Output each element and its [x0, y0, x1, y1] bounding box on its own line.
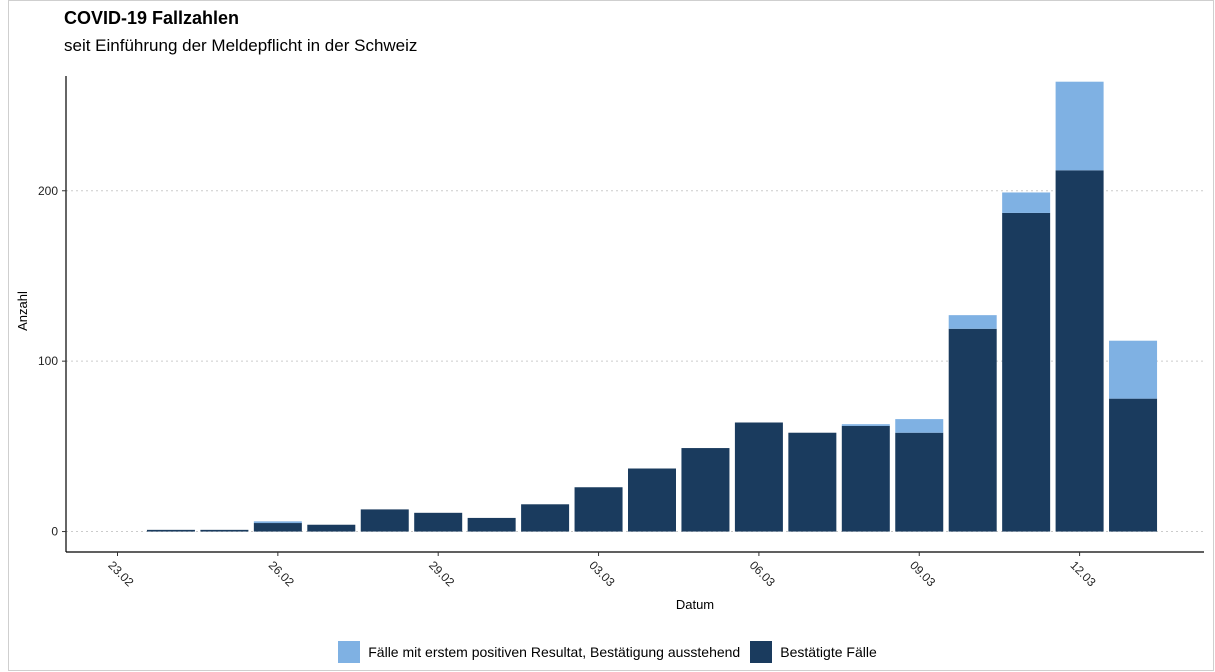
y-tick-label: 100	[38, 354, 58, 368]
y-tick-label: 200	[38, 184, 58, 198]
bar-pending-26.02	[253, 521, 302, 524]
legend-label-confirmed: Bestätigte Fälle	[780, 644, 877, 660]
bar-confirmed-02.03	[521, 504, 570, 532]
x-tick-label: 06.03	[747, 558, 778, 589]
bar-confirmed-07.03	[788, 432, 837, 532]
axis-layer	[65, 76, 1204, 553]
chart-plot: 0 100 200 23.02 26.02 29.02 03.03 06.03 09.03 12…	[15, 76, 1204, 612]
legend-swatch-confirmed	[750, 641, 773, 663]
bar-confirmed-24.02	[146, 529, 195, 532]
bar-pending-09.03	[895, 419, 944, 433]
bar-confirmed-01.03	[467, 517, 516, 532]
x-tick-label: 12.03	[1067, 558, 1098, 589]
y-tick-label: 0	[51, 525, 58, 539]
bar-confirmed-03.03	[574, 487, 623, 532]
legend: Fälle mit erstem positiven Resultat, Bes…	[0, 640, 1215, 664]
x-tick-label: 29.02	[426, 558, 457, 589]
bar-confirmed-25.02	[200, 529, 249, 532]
chart-subtitle: seit Einführung der Meldepflicht in der …	[64, 36, 418, 55]
bar-confirmed-13.03	[1109, 398, 1158, 532]
bar-confirmed-08.03	[841, 425, 890, 532]
bar-pending-12.03	[1055, 81, 1104, 171]
bar-pending-13.03	[1109, 340, 1158, 399]
bar-confirmed-06.03	[734, 422, 783, 532]
bar-confirmed-09.03	[895, 432, 944, 532]
y-tick-layer: 0 100 200	[38, 184, 66, 539]
x-tick-layer: 23.02 26.02 29.02 03.03 06.03 09.03 12.03	[105, 552, 1099, 590]
x-tick-label: 23.02	[105, 558, 136, 589]
legend-label-pending: Fälle mit erstem positiven Resultat, Bes…	[368, 644, 741, 660]
x-tick-label: 09.03	[907, 558, 938, 589]
bar-confirmed-04.03	[628, 468, 676, 532]
legend-swatch-pending	[338, 641, 361, 663]
bar-confirmed-28.02	[360, 509, 409, 532]
bar-pending-11.03	[1002, 192, 1051, 213]
x-tick-label: 03.03	[586, 558, 617, 589]
y-axis-title: Anzahl	[15, 291, 30, 331]
bar-pending-10.03	[948, 315, 997, 329]
bar-confirmed-29.02	[414, 512, 463, 532]
x-axis-title: Datum	[676, 597, 714, 612]
bar-confirmed-12.03	[1055, 170, 1104, 532]
bar-confirmed-26.02	[253, 523, 302, 532]
bar-pending-08.03	[841, 424, 890, 426]
bar-confirmed-11.03	[1002, 212, 1051, 532]
bar-confirmed-10.03	[948, 328, 997, 532]
x-tick-label: 26.02	[266, 558, 297, 589]
chart-title: COVID-19 Fallzahlen	[64, 8, 240, 28]
bar-confirmed-27.02	[307, 524, 356, 532]
bar-layer	[146, 81, 1158, 532]
legend-item-confirmed: Bestätigte Fälle	[750, 641, 877, 663]
bar-confirmed-05.03	[681, 448, 730, 532]
legend-item-pending: Fälle mit erstem positiven Resultat, Bes…	[338, 641, 740, 663]
